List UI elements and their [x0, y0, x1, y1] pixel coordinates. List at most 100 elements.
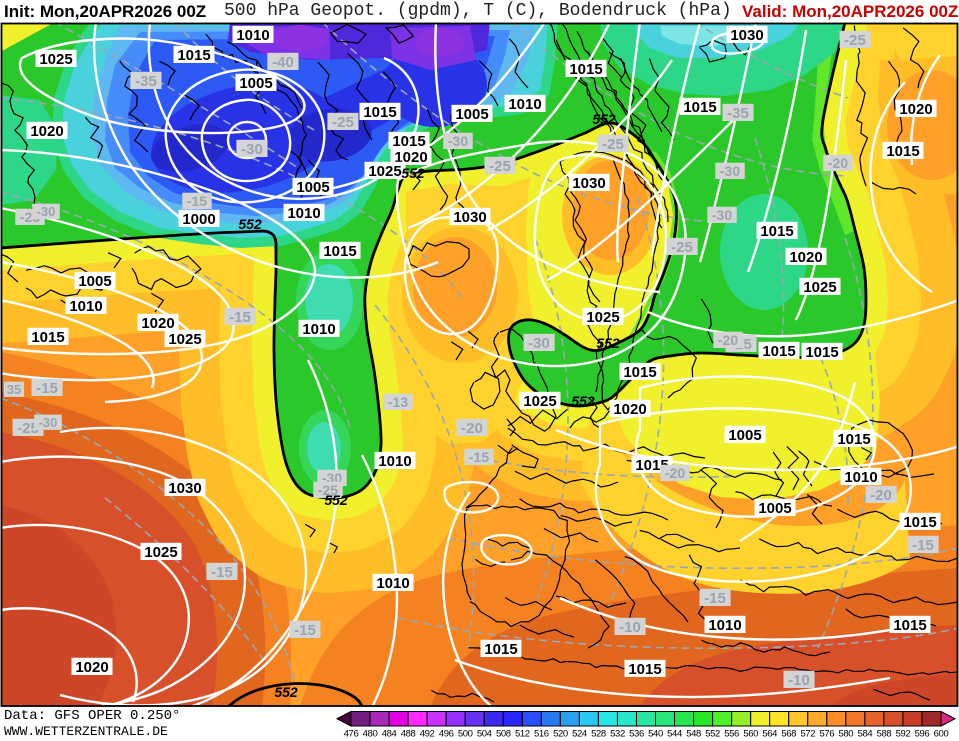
svg-text:-25: -25 — [844, 32, 866, 49]
svg-text:1015: 1015 — [893, 617, 926, 634]
svg-text:-15: -15 — [912, 537, 934, 554]
svg-text:1010: 1010 — [844, 469, 877, 486]
svg-text:508: 508 — [496, 729, 511, 740]
svg-text:1010: 1010 — [508, 96, 541, 113]
svg-text:1015: 1015 — [323, 243, 356, 260]
svg-text:1025: 1025 — [144, 544, 177, 561]
svg-text:1015: 1015 — [177, 47, 210, 64]
svg-text:1005: 1005 — [239, 75, 272, 92]
svg-text:-15: -15 — [294, 622, 316, 639]
svg-text:580: 580 — [838, 729, 853, 740]
svg-text:1025: 1025 — [523, 393, 556, 410]
svg-text:584: 584 — [858, 729, 873, 740]
svg-text:1020: 1020 — [30, 123, 63, 140]
svg-text:-20: -20 — [665, 465, 685, 481]
svg-text:-25: -25 — [17, 420, 39, 437]
svg-text:544: 544 — [667, 729, 682, 740]
svg-text:-25: -25 — [671, 239, 693, 256]
svg-text:1020: 1020 — [789, 249, 822, 266]
svg-text:540: 540 — [648, 729, 663, 740]
svg-text:1020: 1020 — [75, 659, 108, 676]
svg-text:-20: -20 — [828, 155, 848, 171]
svg-text:-35: -35 — [727, 105, 749, 122]
svg-text:-30: -30 — [241, 141, 263, 158]
svg-text:1015: 1015 — [392, 133, 425, 150]
svg-text:588: 588 — [877, 729, 892, 740]
svg-text:1005: 1005 — [758, 500, 791, 517]
svg-text:500: 500 — [458, 729, 473, 740]
svg-text:536: 536 — [629, 729, 644, 740]
svg-text:1030: 1030 — [168, 480, 201, 497]
svg-text:552: 552 — [324, 492, 348, 508]
svg-text:1025: 1025 — [39, 51, 72, 68]
svg-text:1015: 1015 — [762, 343, 795, 360]
svg-text:592: 592 — [896, 729, 911, 740]
svg-text:-25: -25 — [602, 136, 624, 153]
svg-text:-15: -15 — [229, 309, 251, 326]
svg-text:548: 548 — [686, 729, 701, 740]
svg-text:1025: 1025 — [803, 279, 836, 296]
svg-text:1010: 1010 — [708, 617, 741, 634]
svg-text:532: 532 — [610, 729, 625, 740]
svg-text:-10: -10 — [788, 672, 810, 689]
svg-text:-40: -40 — [272, 54, 294, 71]
svg-text:-20: -20 — [461, 420, 483, 437]
svg-text:1015: 1015 — [886, 143, 919, 160]
svg-text:-15: -15 — [469, 449, 489, 465]
svg-text:-13: -13 — [388, 394, 408, 410]
svg-text:496: 496 — [439, 729, 454, 740]
svg-text:-25: -25 — [332, 114, 354, 131]
svg-text:476: 476 — [344, 729, 359, 740]
svg-text:512: 512 — [515, 729, 530, 740]
svg-text:-30: -30 — [528, 335, 550, 352]
svg-text:1015: 1015 — [628, 661, 661, 678]
svg-text:1015: 1015 — [903, 514, 936, 531]
svg-text:1030: 1030 — [453, 209, 486, 226]
svg-text:1015: 1015 — [31, 329, 64, 346]
svg-text:552: 552 — [238, 216, 262, 232]
svg-text:576: 576 — [819, 729, 834, 740]
svg-text:552: 552 — [592, 111, 616, 127]
svg-text:-15: -15 — [187, 193, 207, 209]
svg-text:488: 488 — [401, 729, 416, 740]
svg-text:1005: 1005 — [455, 106, 488, 123]
svg-text:-30: -30 — [39, 415, 58, 430]
svg-text:1025: 1025 — [168, 331, 201, 348]
svg-text:572: 572 — [800, 729, 815, 740]
svg-text:600: 600 — [934, 729, 949, 740]
svg-text:-20: -20 — [870, 487, 892, 504]
svg-text:556: 556 — [724, 729, 739, 740]
svg-text:-25: -25 — [318, 482, 338, 498]
svg-text:-10: -10 — [619, 619, 641, 636]
svg-text:552: 552 — [401, 165, 425, 181]
svg-text:1020: 1020 — [394, 149, 427, 166]
svg-text:1020: 1020 — [141, 315, 174, 332]
svg-text:-20: -20 — [718, 332, 738, 348]
svg-text:1010: 1010 — [376, 575, 409, 592]
svg-text:568: 568 — [781, 729, 796, 740]
svg-text:524: 524 — [572, 729, 587, 740]
svg-text:1005: 1005 — [296, 179, 329, 196]
svg-text:1015: 1015 — [760, 223, 793, 240]
svg-text:480: 480 — [363, 729, 378, 740]
svg-text:528: 528 — [591, 729, 606, 740]
svg-text:1010: 1010 — [287, 205, 320, 222]
svg-text:520: 520 — [553, 729, 568, 740]
svg-text:-30: -30 — [712, 207, 732, 223]
svg-text:-30: -30 — [448, 133, 468, 149]
svg-text:-30: -30 — [720, 163, 740, 179]
svg-text:552: 552 — [274, 684, 298, 700]
svg-text:564: 564 — [762, 729, 777, 740]
svg-text:552: 552 — [705, 729, 720, 740]
svg-text:-15: -15 — [704, 590, 726, 607]
svg-text:1000: 1000 — [182, 211, 215, 228]
svg-text:-25: -25 — [489, 158, 511, 175]
svg-text:-30: -30 — [37, 204, 56, 219]
svg-text:-35: -35 — [135, 73, 157, 90]
svg-text:492: 492 — [420, 729, 435, 740]
svg-text:1020: 1020 — [899, 101, 932, 118]
svg-text:484: 484 — [382, 729, 397, 740]
svg-text:1010: 1010 — [69, 298, 102, 315]
svg-text:1015: 1015 — [363, 104, 396, 121]
svg-text:1025: 1025 — [586, 309, 619, 326]
